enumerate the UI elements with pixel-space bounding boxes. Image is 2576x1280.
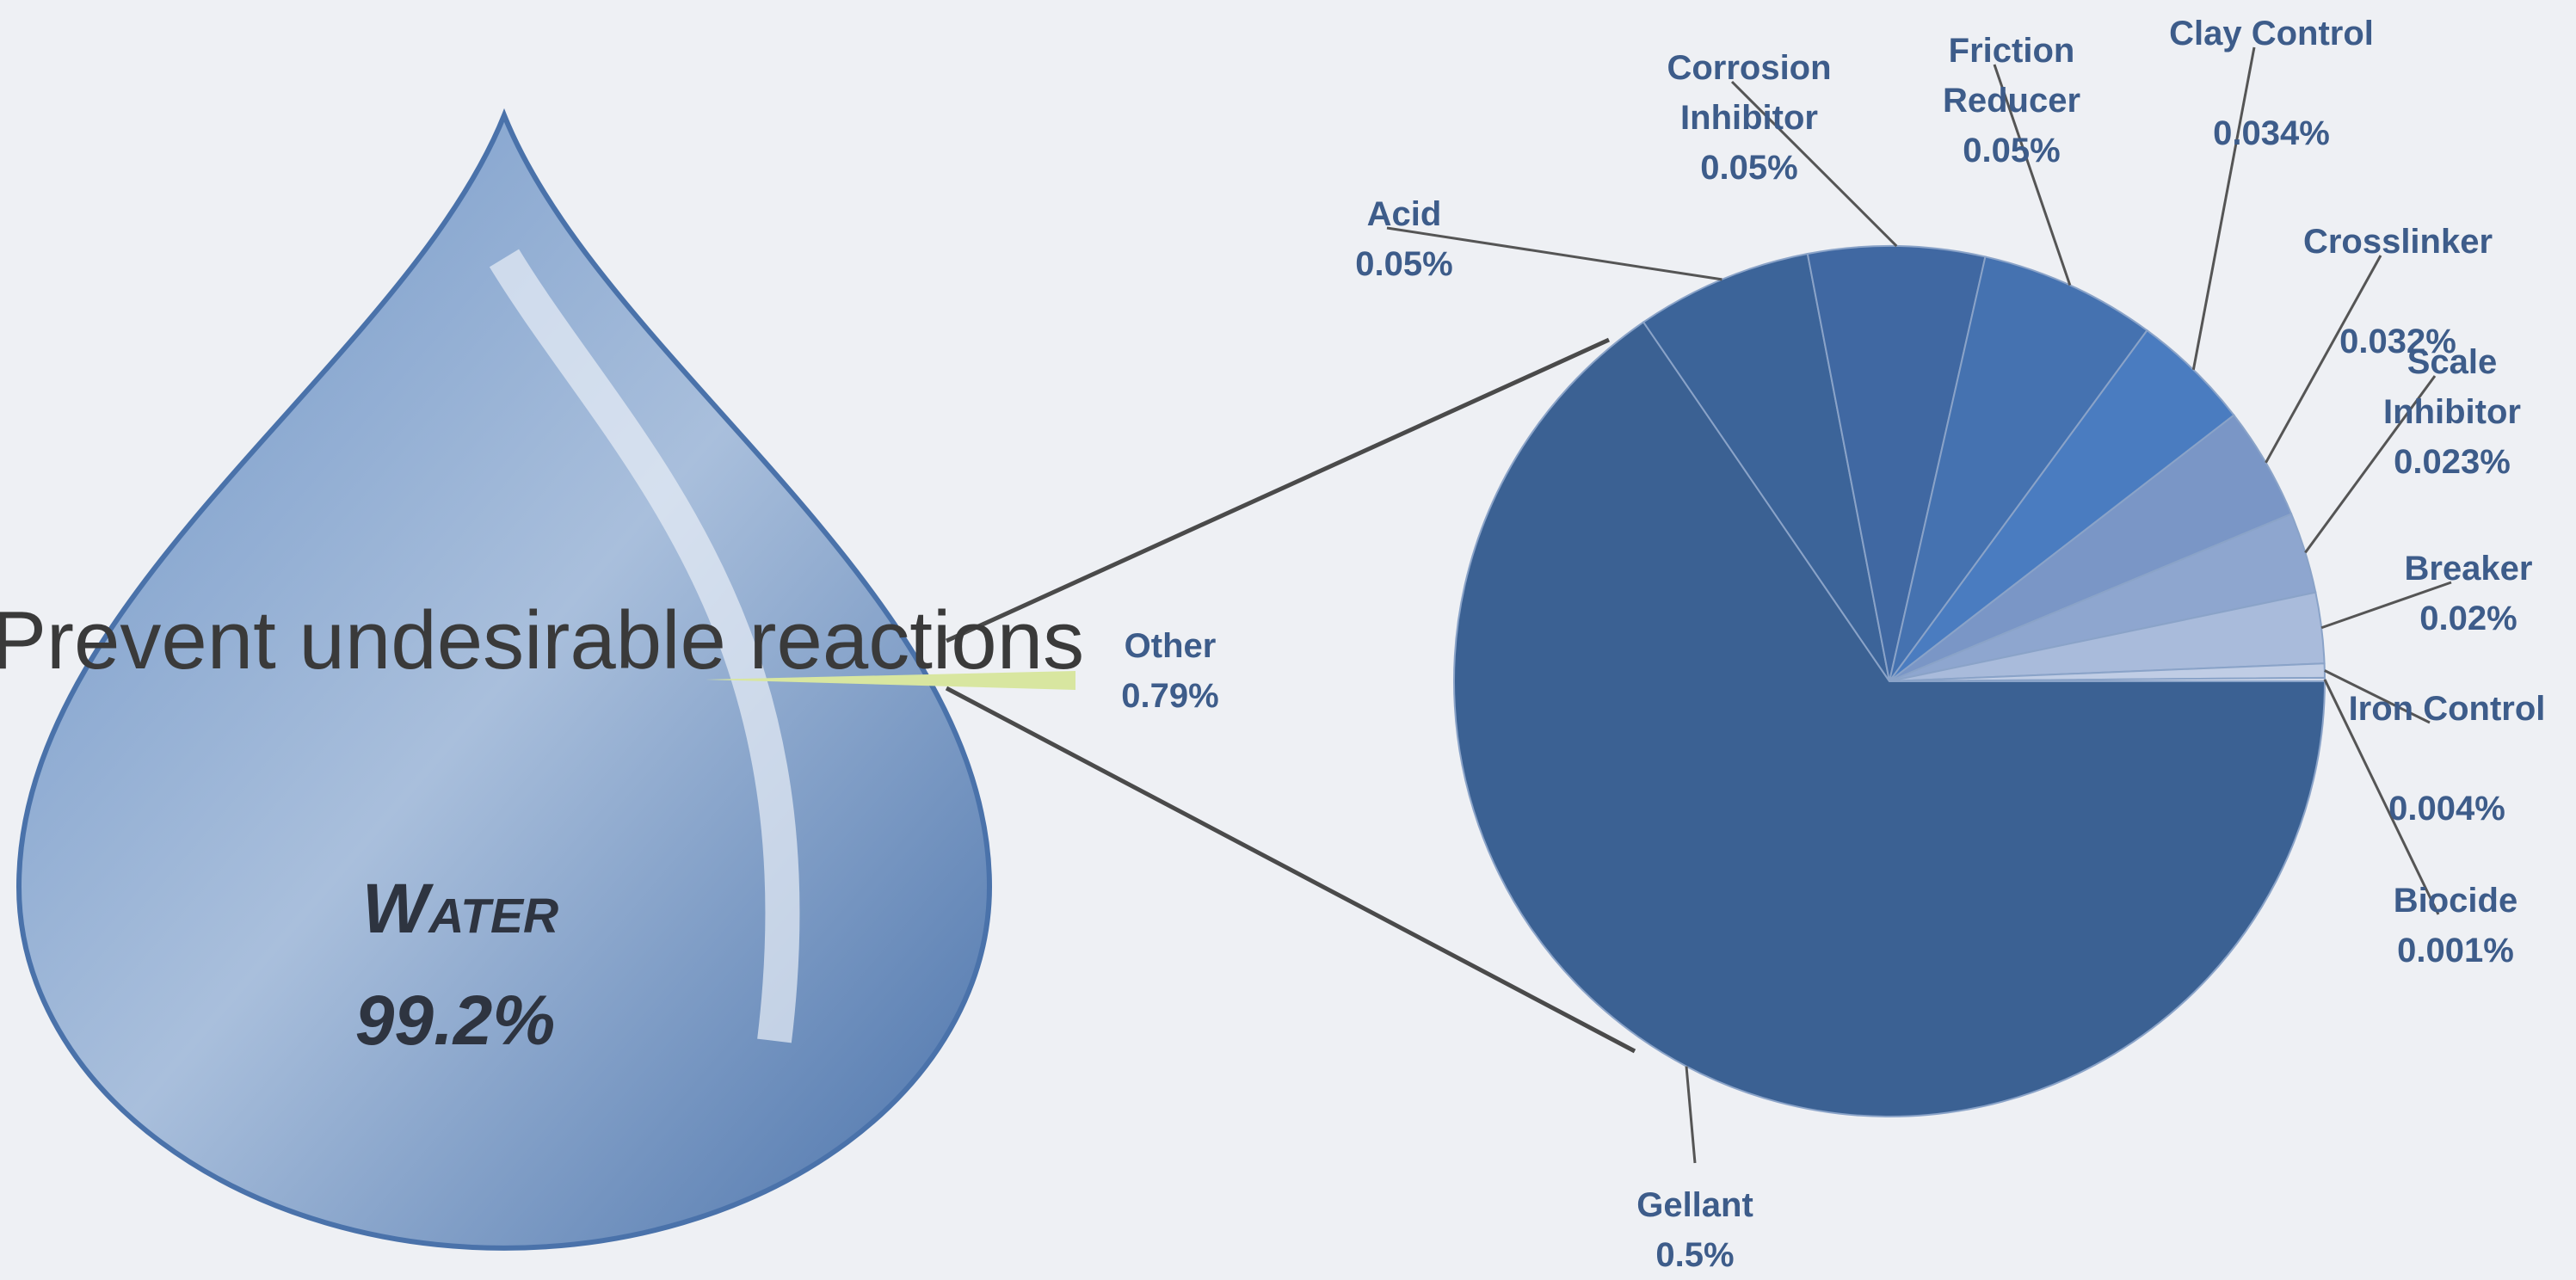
pie-slice xyxy=(1453,321,2326,1117)
leader-line xyxy=(2265,255,2382,464)
slice-label: Scale Inhibitor xyxy=(2383,343,2521,431)
slice-label: Gellant xyxy=(1636,1186,1753,1224)
other-label: Other xyxy=(1124,627,1217,665)
drop-highlight xyxy=(489,249,800,1043)
zoom-line xyxy=(945,686,1636,1054)
pie-slice xyxy=(1889,255,2148,682)
leader-line xyxy=(2324,669,2431,724)
other-wedge xyxy=(706,671,1075,690)
other-value: 0.79% xyxy=(1121,677,1219,715)
water-drop xyxy=(15,108,993,1251)
caption: Prevent undesirable reactions xyxy=(0,594,1085,686)
zoom-line xyxy=(945,337,1611,643)
slice-label: Biocide xyxy=(2393,882,2518,920)
slice-value: 0.023% xyxy=(2394,443,2511,481)
leader-line xyxy=(1993,64,2072,286)
slice-value: 0.034% xyxy=(2213,114,2330,152)
leader-line xyxy=(2323,679,2440,915)
slice-value: 0.001% xyxy=(2397,932,2514,969)
slice-value: 0.05% xyxy=(1700,149,1798,187)
slice-value: 0.05% xyxy=(1963,132,2061,169)
slice-value: 0.5% xyxy=(1655,1236,1735,1274)
leader-line xyxy=(2304,375,2437,554)
pie-slice xyxy=(1806,245,1987,682)
slice-label: Iron Control xyxy=(2348,690,2546,728)
slice-value: 0.032% xyxy=(2339,323,2456,360)
leader-line xyxy=(1730,80,1898,248)
slice-value: 0.004% xyxy=(2388,790,2505,828)
water-label: Water xyxy=(361,870,559,948)
slice-label: Acid xyxy=(1366,195,1442,233)
slice-label: Breaker xyxy=(2404,550,2533,588)
slice-value: 0.02% xyxy=(2419,600,2517,637)
slice-value: 0.05% xyxy=(1355,245,1453,283)
slice-label: Corrosion Inhibitor xyxy=(1667,49,1832,137)
water-value: 99.2% xyxy=(354,982,556,1060)
slice-label: Clay Control xyxy=(2169,15,2374,52)
leader-line xyxy=(1386,226,1722,281)
slice-label: Friction Reducer xyxy=(1942,32,2081,120)
leader-line xyxy=(2320,581,2452,630)
leader-line xyxy=(2191,46,2256,371)
slice-label: Crosslinker xyxy=(2302,223,2493,261)
leader-line xyxy=(1685,1066,1697,1164)
